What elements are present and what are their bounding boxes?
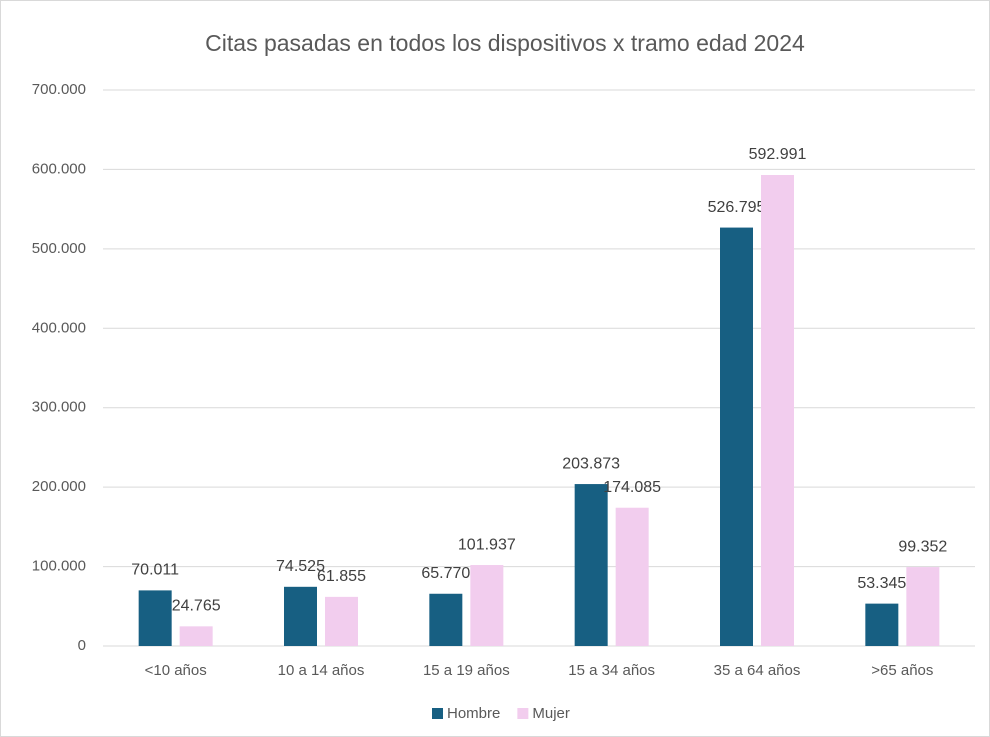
bar [720,227,753,646]
data-label: 74.525 [276,558,325,575]
data-label: 65.770 [421,565,470,582]
data-label: 24.765 [172,598,221,615]
data-label: 99.352 [898,538,947,555]
y-tick-label: 200.000 [32,478,86,495]
y-tick-label: 300.000 [32,399,86,416]
bar [615,507,649,646]
bar [865,603,899,646]
x-tick-label: 15 a 34 años [568,662,655,679]
x-tick-label: <10 años [145,662,207,679]
chart-title: Citas pasadas en todos los dispositivos … [205,30,805,56]
data-label: 101.937 [458,536,516,553]
data-label: 70.011 [131,562,179,579]
y-tick-label: 700.000 [32,81,86,98]
y-tick-label: 500.000 [32,240,86,257]
bar [574,484,608,646]
y-tick-label: 100.000 [32,558,86,575]
bar [429,593,463,646]
bar [906,567,940,646]
bar [761,174,794,646]
legend-label: Mujer [532,705,570,722]
y-tick-label: 600.000 [32,160,86,177]
bar [179,626,213,646]
y-tick-label: 0 [78,637,86,654]
bar [470,565,504,646]
x-tick-label: 15 a 19 años [423,662,510,679]
legend-swatch [432,708,443,719]
x-tick-label: 35 a 64 años [714,662,801,679]
x-tick-label: >65 años [871,662,933,679]
bar [325,596,358,646]
legend-swatch [517,708,529,719]
data-label: 174.085 [603,479,661,496]
data-label: 592.991 [749,146,807,163]
data-label: 53.345 [857,575,906,592]
bar [138,590,172,646]
x-tick-label: 10 a 14 años [278,662,365,679]
bar [284,586,317,646]
legend-label: Hombre [447,705,500,722]
data-label: 526.795 [708,199,766,216]
y-tick-label: 400.000 [32,319,86,336]
data-label: 61.855 [317,568,366,585]
data-label: 203.873 [562,455,620,472]
